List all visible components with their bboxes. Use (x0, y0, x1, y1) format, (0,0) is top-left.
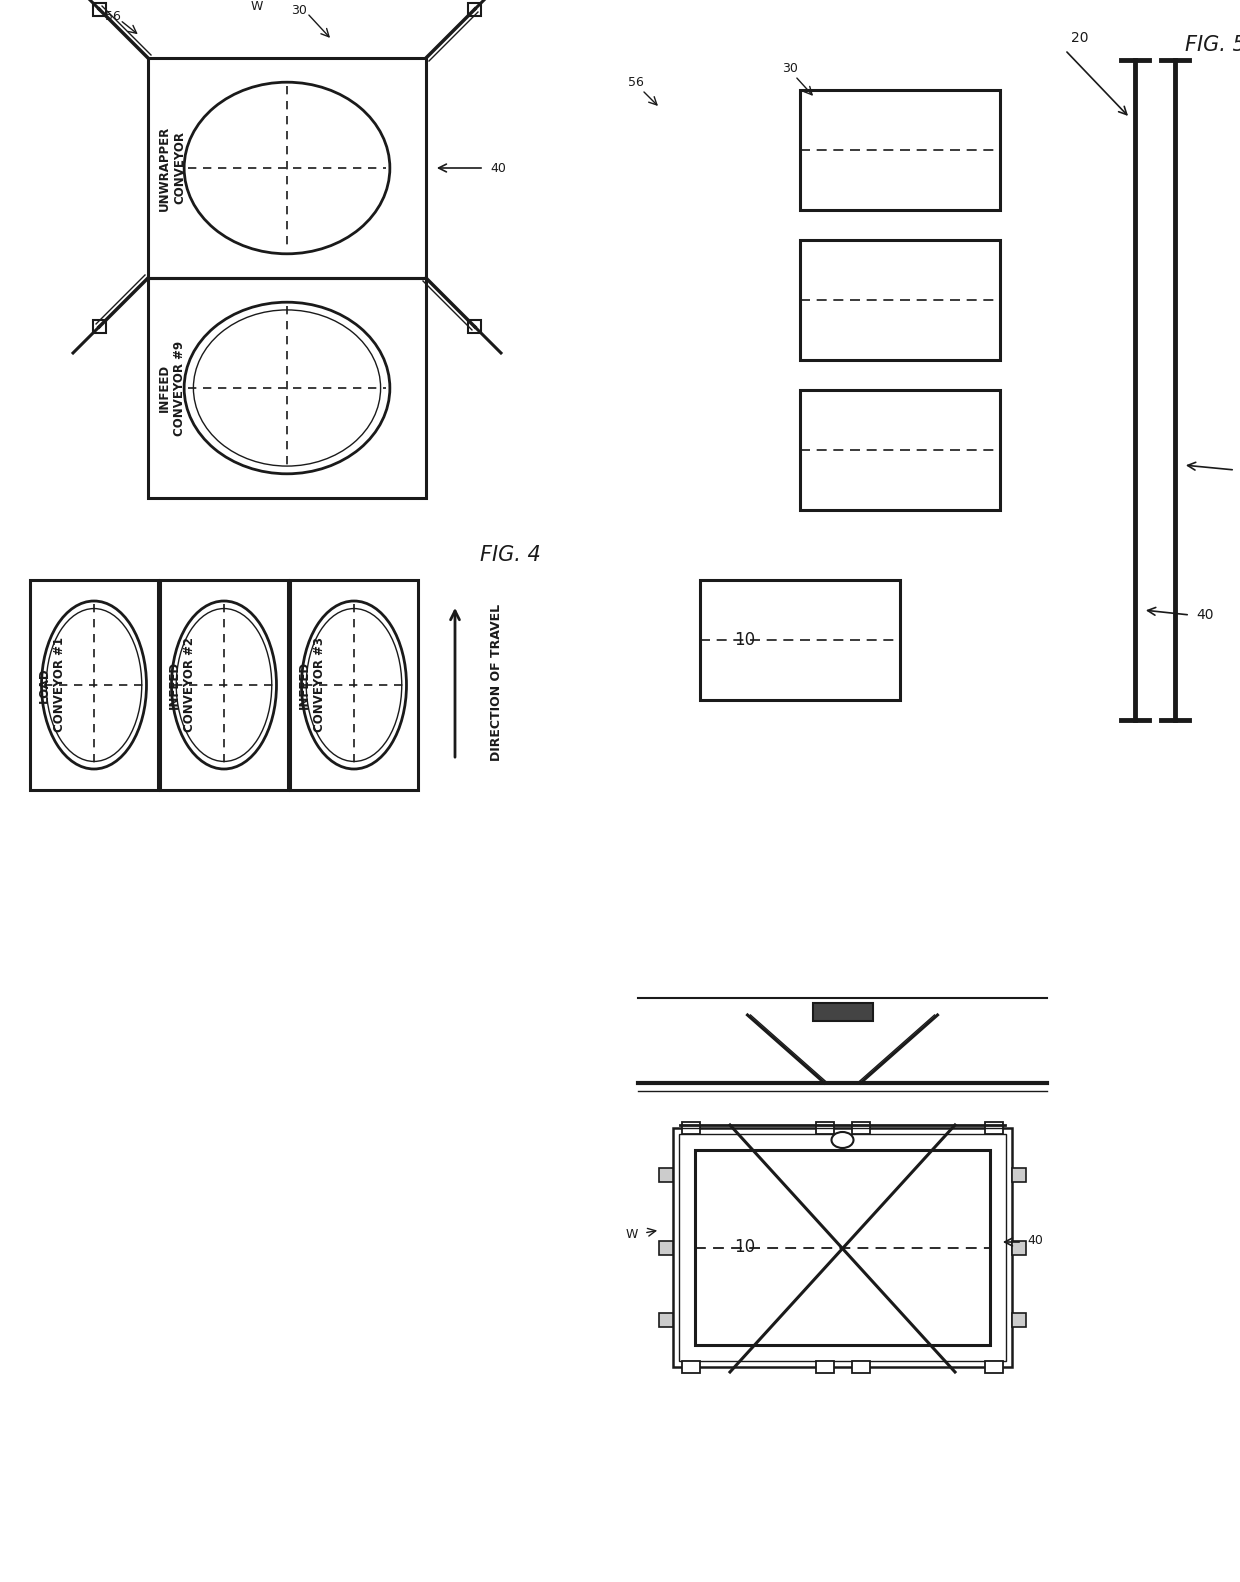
Text: 56: 56 (105, 9, 122, 22)
Bar (816, 1361, 833, 1373)
Text: 56: 56 (629, 76, 644, 89)
Bar (985, 1122, 1003, 1134)
Bar (816, 1122, 833, 1134)
Bar (800, 90, 999, 210)
Text: FIG. 4: FIG. 4 (480, 546, 541, 565)
Bar (852, 1361, 869, 1373)
Bar (812, 1003, 873, 1020)
Bar (658, 1168, 673, 1182)
Text: 20: 20 (1071, 32, 1089, 44)
Bar (682, 1361, 701, 1373)
Text: LOAD
CONVEYOR #1: LOAD CONVEYOR #1 (38, 638, 66, 732)
Ellipse shape (832, 1133, 853, 1149)
Text: 40: 40 (490, 161, 506, 174)
Text: DIRECTION OF TRAVEL: DIRECTION OF TRAVEL (491, 604, 503, 761)
Text: INFEED
CONVEYOR #2: INFEED CONVEYOR #2 (167, 638, 196, 732)
Text: 40: 40 (1027, 1234, 1043, 1247)
Bar (680, 1134, 1006, 1361)
Text: UNWRAPPER
CONVEYOR: UNWRAPPER CONVEYOR (157, 125, 186, 210)
Bar (469, 321, 481, 334)
Bar (160, 581, 288, 789)
Bar (800, 240, 999, 361)
Bar (148, 59, 427, 278)
Bar (469, 3, 481, 16)
Text: FIG. 5: FIG. 5 (1185, 35, 1240, 55)
Text: 10: 10 (734, 1239, 755, 1256)
Bar (682, 1122, 701, 1134)
Bar (701, 581, 900, 699)
Bar (658, 1240, 673, 1255)
Text: INFEED
CONVEYOR #3: INFEED CONVEYOR #3 (298, 638, 326, 732)
Text: 30: 30 (291, 3, 308, 16)
Text: W: W (250, 0, 263, 13)
Bar (985, 1361, 1003, 1373)
Bar (1012, 1240, 1025, 1255)
Text: 40: 40 (1197, 607, 1214, 622)
Bar (30, 581, 157, 789)
Bar (800, 391, 999, 509)
Bar (93, 321, 105, 334)
Text: INFEED
CONVEYOR #9: INFEED CONVEYOR #9 (157, 340, 186, 435)
Text: W: W (626, 1229, 639, 1242)
Text: 30: 30 (782, 62, 797, 74)
Text: 10: 10 (734, 631, 755, 649)
Bar (148, 278, 427, 498)
Bar (1012, 1313, 1025, 1327)
Bar (694, 1150, 990, 1345)
Bar (658, 1313, 673, 1327)
Bar (673, 1128, 1012, 1367)
Bar (1012, 1168, 1025, 1182)
Bar (852, 1122, 869, 1134)
Bar (93, 3, 105, 16)
Bar (290, 581, 418, 789)
